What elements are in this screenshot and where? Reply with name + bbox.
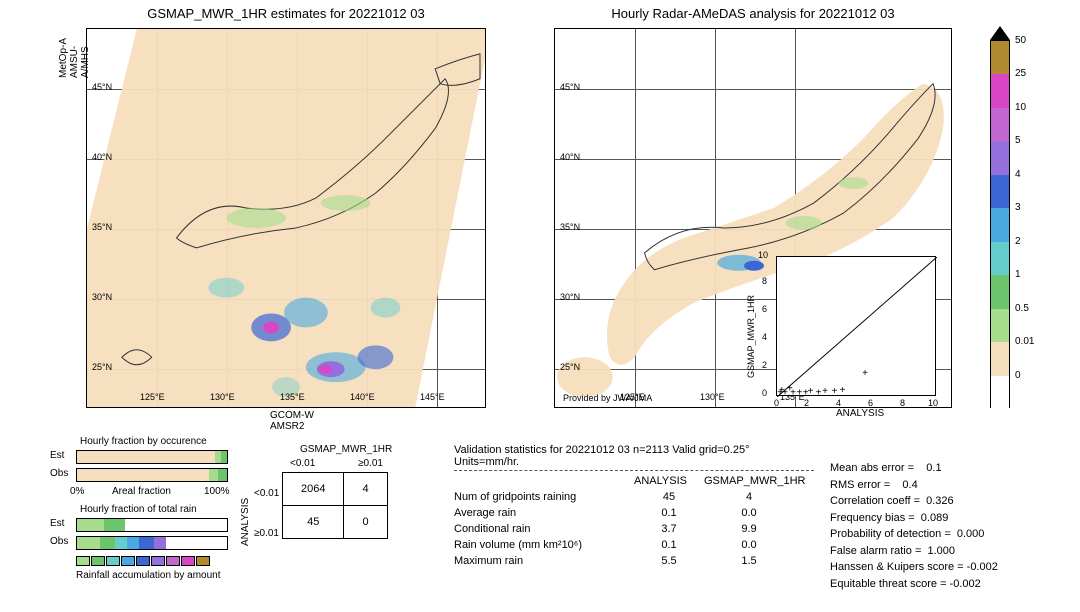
left-lat-tick: 30°N: [92, 292, 112, 302]
colorbar-arrow: [990, 26, 1010, 40]
svg-text:+: +: [803, 388, 809, 397]
scatter-inset: +++++++++++++: [776, 256, 936, 396]
right-lat-tick: 30°N: [560, 292, 580, 302]
colorbar: 502510543210.50.010: [990, 40, 1010, 408]
right-lon-tick: 125°E: [620, 392, 645, 402]
ctable-r0: <0.01: [254, 488, 279, 499]
contingency-table: 20644 450: [282, 472, 388, 539]
ctable-row-header: ANALYSIS: [240, 476, 251, 546]
legend-label: Rainfall accumulation by amount: [76, 570, 221, 581]
svg-text:+: +: [840, 385, 846, 396]
occ-x0: 0%: [70, 486, 84, 497]
svg-text:+: +: [816, 388, 822, 397]
totalrain-title: Hourly fraction of total rain: [80, 504, 197, 515]
ctable-col-header: GSMAP_MWR_1HR: [300, 444, 392, 455]
colorbar-tick: 25: [1015, 68, 1026, 79]
left-lat-tick: 45°N: [92, 82, 112, 92]
occ-obs-label: Obs: [50, 468, 68, 479]
right-lat-tick: 25°N: [560, 362, 580, 372]
legend-swatches: [76, 556, 211, 566]
colorbar-tick: 5: [1015, 135, 1021, 146]
svg-text:+: +: [832, 386, 838, 397]
left-lon-tick: 145°E: [420, 392, 445, 402]
occ-xmid: Areal fraction: [112, 486, 171, 497]
colorbar-tick: 10: [1015, 102, 1026, 113]
occ-est-label: Est: [50, 450, 64, 461]
inset-xlabel: ANALYSIS: [836, 408, 884, 419]
left-map-svg: [87, 29, 485, 407]
ctable-r1: ≥0.01: [254, 528, 279, 539]
figure-root: GSMAP_MWR_1HR estimates for 20221012 03: [0, 0, 1080, 612]
scatter-svg: +++++++++++++: [777, 257, 937, 397]
left-map: [86, 28, 486, 408]
ctable-c0: <0.01: [290, 458, 315, 469]
right-lat-tick: 35°N: [560, 222, 580, 232]
occ-est-bar: [76, 450, 228, 464]
left-lat-tick: 35°N: [92, 222, 112, 232]
left-lon-tick: 125°E: [140, 392, 165, 402]
satellite-label-top: MetOp-AAMSU-A/MHS: [58, 28, 91, 78]
colorbar-tick: 4: [1015, 169, 1021, 180]
colorbar-tick: 0.01: [1015, 336, 1034, 347]
colorbar-tick: 50: [1015, 35, 1026, 46]
left-lat-tick: 40°N: [92, 152, 112, 162]
svg-text:+: +: [787, 383, 793, 394]
svg-text:+: +: [822, 386, 828, 397]
tot-obs-bar: [76, 536, 228, 550]
colorbar-tick: 3: [1015, 202, 1021, 213]
ct-cell: 4: [344, 473, 387, 506]
svg-text:+: +: [862, 368, 868, 379]
svg-text:+: +: [796, 388, 802, 397]
colorbar-tick: 0: [1015, 370, 1021, 381]
tot-obs-label: Obs: [50, 536, 68, 547]
left-lat-tick: 25°N: [92, 362, 112, 372]
colorbar-tick: 2: [1015, 236, 1021, 247]
ct-cell: 0: [344, 506, 387, 539]
occ-obs-bar: [76, 468, 228, 482]
left-lon-tick: 130°E: [210, 392, 235, 402]
stat-pairs: Mean abs error = 0.1RMS error = 0.4Corre…: [830, 460, 998, 592]
inset-ylabel: GSMAP_MWR_1HR: [746, 278, 756, 378]
tot-est-bar: [76, 518, 228, 532]
left-lon-tick: 135°E: [280, 392, 305, 402]
occurrence-title: Hourly fraction by occurence: [80, 436, 207, 447]
svg-text:+: +: [779, 385, 785, 396]
validation-title: Validation statistics for 20221012 03 n=…: [454, 444, 814, 468]
colorbar-tick: 0.5: [1015, 303, 1029, 314]
right-lon-tick: 130°E: [700, 392, 725, 402]
ctable-c1: ≥0.01: [358, 458, 383, 469]
occ-x100: 100%: [204, 486, 230, 497]
ct-cell: 45: [283, 506, 344, 539]
satellite-label-bottom: GCOM-WAMSR2: [270, 410, 314, 432]
validation-stats: Validation statistics for 20221012 03 n=…: [454, 444, 814, 567]
tot-est-label: Est: [50, 518, 64, 529]
right-lat-tick: 45°N: [560, 82, 580, 92]
left-panel-title: GSMAP_MWR_1HR estimates for 20221012 03: [86, 6, 486, 21]
colorbar-tick: 1: [1015, 269, 1021, 280]
ct-cell: 2064: [283, 473, 344, 506]
left-lon-tick: 140°E: [350, 392, 375, 402]
right-panel-title: Hourly Radar-AMeDAS analysis for 2022101…: [554, 6, 952, 21]
right-lat-tick: 40°N: [560, 152, 580, 162]
